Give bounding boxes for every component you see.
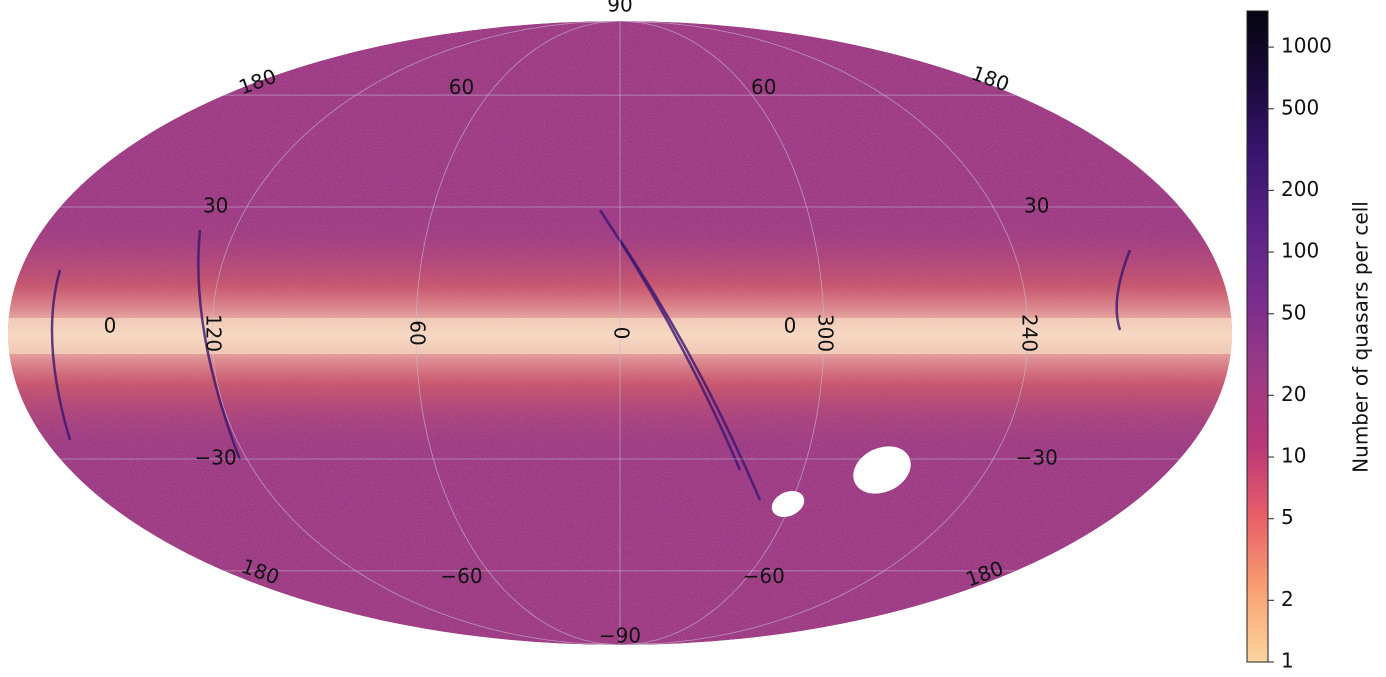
parallel-label: 60 xyxy=(449,75,474,99)
scan-stripe xyxy=(197,229,242,461)
empty-regions xyxy=(771,446,911,518)
parallel-label: 60 xyxy=(751,75,776,99)
secondary-label: 0 xyxy=(784,314,797,338)
colorbar-tick-label: 1000 xyxy=(1281,34,1332,58)
meridian-label: 240 xyxy=(1018,314,1042,352)
colorbar-tick-label: 500 xyxy=(1281,95,1319,119)
meridian-line xyxy=(211,21,621,645)
scan-stripes xyxy=(50,209,1132,501)
meridian-line xyxy=(619,21,1029,645)
colorbar-bar xyxy=(1246,10,1269,663)
meridian-label: 60 xyxy=(406,320,430,345)
colorbar-tick-label: 2 xyxy=(1281,587,1294,611)
colorbar-tick-label: 5 xyxy=(1281,505,1294,529)
colorbar-label: Number of quasars per cell xyxy=(1349,201,1373,473)
parallel-label: −60 xyxy=(440,564,482,588)
colorbar-tick-label: 1 xyxy=(1281,649,1294,673)
colorbar-tick-label: 50 xyxy=(1281,300,1306,324)
parallel-label: 30 xyxy=(1024,193,1049,217)
parallel-label: 90 xyxy=(607,0,632,17)
secondary-label: 0 xyxy=(104,314,117,338)
empty-region xyxy=(853,446,911,494)
empty-region xyxy=(771,490,805,518)
colorbar-tick-label: 200 xyxy=(1281,177,1319,201)
colorbar-tick-label: 20 xyxy=(1281,382,1306,406)
meridian-line xyxy=(619,21,825,645)
parallel-label: 30 xyxy=(203,193,228,217)
scan-stripe xyxy=(1115,249,1132,331)
meridian-label: 120 xyxy=(202,314,226,352)
parallel-label: −30 xyxy=(1016,446,1058,470)
meridian-line xyxy=(415,21,621,645)
graticule xyxy=(60,21,1180,645)
colorbar: 1 2 5 10 20 50 100 200 500 1000 Number of quasars… xyxy=(1246,10,1373,673)
parallel-label: −60 xyxy=(743,564,785,588)
meridian-label: 300 xyxy=(814,314,838,352)
parallel-label: −30 xyxy=(195,446,237,470)
meridian-label: 0 xyxy=(610,327,634,340)
colorbar-tick-label: 10 xyxy=(1281,444,1306,468)
colorbar-ticks: 1 2 5 10 20 50 100 200 500 1000 xyxy=(1268,34,1332,673)
scan-stripe xyxy=(618,239,762,501)
colorbar-tick-label: 100 xyxy=(1281,239,1319,263)
scan-stripe xyxy=(50,269,72,441)
parallel-label: −90 xyxy=(599,624,641,648)
